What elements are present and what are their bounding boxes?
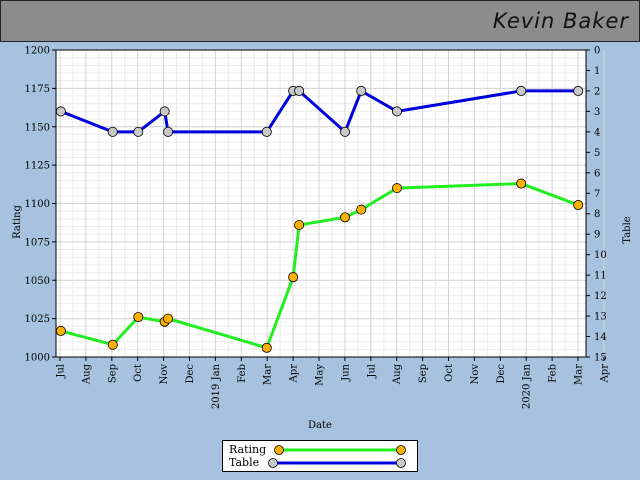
data-point-rating [516,178,527,189]
x-axis: Jul Aug Sep Oct Nov Dec 2019 Jan Feb Mar Apr May Ju… [56,357,610,409]
y-left-tick-label: 1150 [25,122,50,133]
y-axis-left: 1000 1025 1050 1075 1100 1125 1150 1175 1200 [25,46,56,364]
x-tick-label: Jul [366,364,377,379]
y-right-tick-label: 15 [594,353,607,364]
x-tick-label: Dec [496,364,507,384]
y-right-tick-label: 1 [594,66,600,77]
y-left-tick-label: 1000 [25,353,50,364]
data-point-rating [107,339,118,350]
data-point-table [294,85,305,96]
y-right-tick-label: 4 [594,127,600,138]
x-tick-label: Sep [418,364,429,383]
data-point-table [516,85,527,96]
player-name: Kevin Baker [492,9,629,33]
x-tick-label: Aug [81,363,92,385]
legend-marker-rating-start [274,445,284,455]
data-point-rating [288,272,299,283]
data-point-rating [391,183,402,194]
y-left-tick-label: 1125 [25,161,50,172]
data-point-rating [573,200,584,211]
x-tick-label: Oct [444,364,455,382]
header-bar: Kevin Baker [0,0,640,42]
x-tick-label: 2020 Jan [522,363,533,409]
legend-marker-rating-end [396,445,406,455]
y-right-tick-label: 8 [594,209,600,220]
y-right-tick-label: 0 [594,46,600,57]
y-left-tick-label: 1075 [25,237,50,248]
x-tick-label: Feb [237,364,248,383]
y-right-tick-label: 9 [594,230,600,241]
y-right-tick-label: 7 [594,189,600,200]
y-right-tick-label: 13 [594,312,607,323]
x-tick-label: 2019 Jan [211,363,222,409]
data-point-table [573,85,584,96]
y-right-tick-label: 2 [594,86,600,97]
x-tick-label: May [315,364,326,386]
y-right-tick-label: 12 [594,291,607,302]
y-left-tick-label: 1100 [25,199,50,210]
data-point-table [55,106,66,117]
y-right-tick-label: 5 [594,148,600,159]
data-point-table [163,126,174,137]
x-tick-label: Oct [133,364,144,382]
data-point-table [133,126,144,137]
y-axis-right-title: Table [622,216,633,243]
x-tick-label: Mar [263,364,274,385]
data-point-rating [261,342,272,353]
x-tick-label: Nov [159,364,170,385]
data-point-rating [55,325,66,336]
data-point-table [391,106,402,117]
x-tick-label: Sep [107,364,118,383]
x-tick-label: Jul [56,364,67,379]
data-point-rating [340,212,351,223]
y-right-tick-label: 11 [594,271,607,282]
y-left-tick-label: 1200 [25,46,50,57]
legend: Rating Table [222,440,418,472]
data-point-rating [356,204,367,215]
y-right-tick-label: 10 [594,250,607,261]
x-tick-label: Apr [289,364,300,384]
legend-label-rating: Rating [229,443,267,456]
y-left-tick-label: 1025 [25,314,50,325]
data-point-table [107,126,118,137]
x-axis-title: Date [308,420,332,431]
legend-swatches [268,445,406,468]
x-tick-label: Apr [599,364,610,384]
x-tick-label: Mar [574,364,585,385]
data-point-table [356,85,367,96]
data-point-rating [163,313,174,324]
legend-marker-table-start [268,458,278,468]
x-tick-label: Feb [548,364,559,383]
y-axis-left-title: Rating [12,205,23,239]
y-left-tick-label: 1175 [25,84,50,95]
data-point-table [340,126,351,137]
data-point-table [261,126,272,137]
x-tick-label: Jun [340,363,351,381]
y-right-tick-label: 3 [594,107,600,118]
data-point-table [159,106,170,117]
x-tick-label: Aug [392,363,403,385]
data-point-rating [133,312,144,323]
data-point-rating [294,219,305,230]
x-tick-label: Nov [470,364,481,385]
series-layer [55,85,584,353]
legend-label-table: Table [229,456,260,469]
y-left-tick-label: 1050 [25,276,50,287]
y-right-tick-label: 14 [594,332,607,343]
legend-marker-table-end [396,458,406,468]
x-tick-label: Dec [185,364,196,384]
y-right-tick-label: 6 [594,168,600,179]
